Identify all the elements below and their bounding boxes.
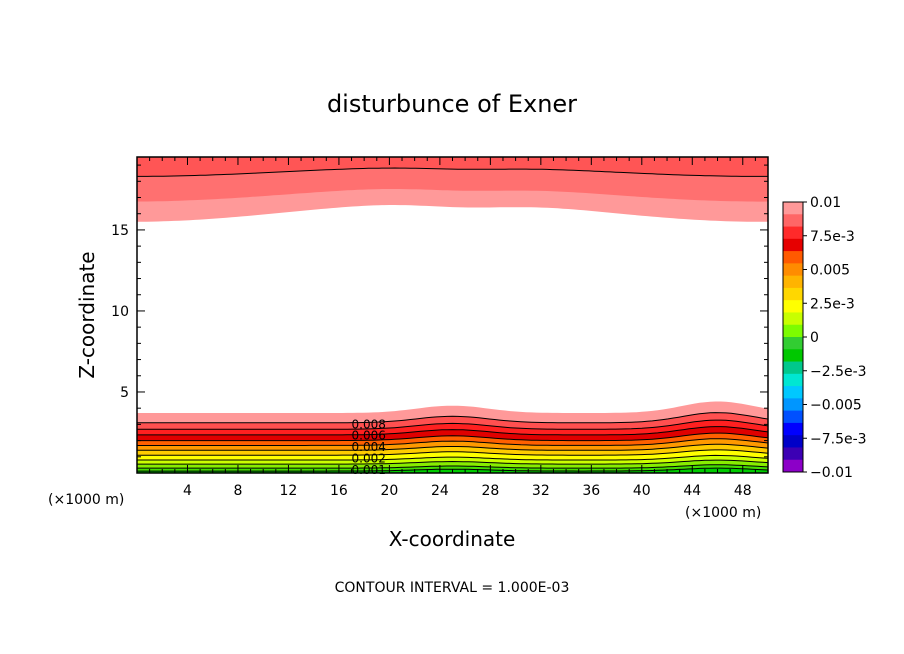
- x-tick-label: 28: [481, 483, 499, 499]
- colorbar-tick-label: 0.005: [810, 263, 850, 279]
- colorbar-tick-label: −0.005: [810, 398, 862, 414]
- colorbar-swatch: [783, 459, 803, 473]
- colorbar-tick-label: −2.5e-3: [810, 364, 867, 380]
- colorbar-tick-label: −0.01: [810, 465, 853, 481]
- x-tick-label: 20: [380, 483, 398, 499]
- contour-line: [137, 438, 768, 446]
- contour-line: [137, 167, 768, 177]
- colorbar-swatch: [783, 386, 803, 399]
- x-tick-label: 16: [330, 483, 348, 499]
- colorbar-swatch: [783, 373, 803, 387]
- contour-line: [137, 419, 768, 430]
- contour-line: [137, 412, 768, 424]
- contour-line: [137, 464, 768, 469]
- colorbar-swatch: [783, 202, 803, 215]
- colorbar-swatch: [783, 263, 803, 277]
- colorbar-swatch: [783, 398, 803, 412]
- y-axis-label: Z-coordinate: [75, 251, 99, 378]
- colorbar-swatch: [783, 312, 803, 326]
- contour-line: [137, 459, 768, 465]
- y-tick-label: 5: [120, 385, 129, 401]
- x-tick-label: 36: [582, 483, 600, 499]
- colorbar-swatch: [783, 214, 803, 227]
- contour-label: 0.001: [352, 463, 386, 477]
- x-tick-label: 24: [431, 483, 449, 499]
- colorbar-swatch: [783, 300, 803, 313]
- chart-title: disturbunce of Exner: [327, 90, 577, 118]
- contour-line: [137, 426, 768, 436]
- colorbar-swatch: [783, 251, 803, 264]
- contour-line: [137, 443, 768, 451]
- contour-fill: [137, 157, 768, 473]
- contour-label: 0.006: [352, 429, 386, 443]
- x-tick-label: 40: [633, 483, 651, 499]
- contour-label: 0.004: [352, 440, 386, 454]
- x-tick-label: 8: [233, 483, 242, 499]
- contour-line: [137, 454, 768, 461]
- x-tick-label: 48: [734, 483, 752, 499]
- contour-line: [137, 432, 768, 442]
- contour-label: 0.002: [352, 451, 386, 465]
- colorbar-tick-label: 0: [810, 330, 819, 346]
- colorbar-swatch: [783, 226, 803, 240]
- x-tick-label: 12: [280, 483, 298, 499]
- colorbar-swatch: [783, 435, 803, 448]
- y-tick-label: 10: [111, 304, 129, 320]
- colorbar-swatch: [783, 410, 803, 424]
- x-tick-label: 32: [532, 483, 550, 499]
- colorbar-tick-label: 2.5e-3: [810, 296, 855, 312]
- colorbar: 0.01 7.5e-3 0.005 2.5e-3 0 −2.5e-3 −0.005 −7.5e…: [782, 195, 867, 481]
- colorbar-tick-label: 7.5e-3: [810, 229, 855, 245]
- contour-label: 0.008: [352, 417, 386, 431]
- x-tick-label: 4: [183, 483, 192, 499]
- x-unit-left: (×1000 m): [48, 492, 124, 508]
- colorbar-swatch: [783, 337, 803, 350]
- colorbar-swatch: [783, 447, 803, 461]
- x-axis-label: X-coordinate: [389, 527, 516, 551]
- y-tick-label: 15: [111, 223, 129, 239]
- colorbar-swatch: [783, 324, 803, 338]
- colorbar-swatch: [783, 238, 803, 252]
- colorbar-tick-label: 0.01: [810, 195, 841, 211]
- x-tick-label: 44: [683, 483, 701, 499]
- colorbar-tick-label: −7.5e-3: [810, 431, 867, 447]
- contour-lines: [137, 167, 768, 472]
- colorbar-swatch: [783, 275, 803, 289]
- colorbar-swatch: [783, 361, 803, 375]
- colorbar-swatch: [783, 422, 803, 436]
- contour-line: [137, 449, 768, 456]
- colorbar-swatch: [783, 349, 803, 362]
- x-unit-right: (×1000 m): [685, 505, 761, 521]
- contour-interval-note: CONTOUR INTERVAL = 1.000E-03: [335, 580, 570, 596]
- colorbar-swatch: [783, 287, 803, 301]
